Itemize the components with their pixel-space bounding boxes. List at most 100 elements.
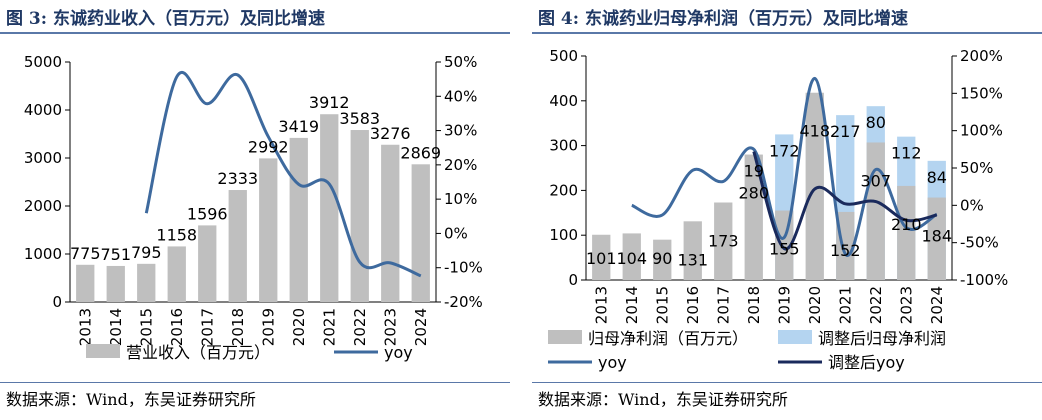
value-bar xyxy=(836,211,855,280)
x-tick-label: 2024 xyxy=(412,308,430,346)
bar-data-label: 1158 xyxy=(156,225,197,244)
right-y-tick-label: 10% xyxy=(444,190,477,208)
legend-label: 营业收入（百万元） xyxy=(126,343,270,362)
adjusted-bar-data-label: 217 xyxy=(830,122,861,141)
x-tick-label: 2018 xyxy=(745,286,763,324)
value-bar xyxy=(714,202,733,280)
right-profit-chart: 0 100 200 300 400 500 -100% -50% 0% 50% 100% 150% 20… xyxy=(548,47,1008,372)
x-tick-label: 2019 xyxy=(259,308,277,346)
left-figure-panel: 图 3: 东诚药业收入（百万元）及同比增速 0 1000 2000 3000 4000 5… xyxy=(0,0,510,420)
value-bar xyxy=(76,264,95,302)
bar-data-label: 2333 xyxy=(217,169,258,188)
left-y-tick-label: 0 xyxy=(568,271,578,289)
bar-data-label: 173 xyxy=(708,231,739,250)
x-tick-label: 2015 xyxy=(137,308,155,346)
right-y-tick-label: -50% xyxy=(960,234,999,252)
yoy-line xyxy=(144,71,422,278)
adjusted-yoy-line xyxy=(752,151,938,251)
value-bar xyxy=(320,114,339,302)
legend-swatch xyxy=(548,330,582,344)
left-y-tick-label: 5000 xyxy=(24,53,62,71)
right-y-tick-label: -100% xyxy=(960,271,1008,289)
bar-data-label: 101 xyxy=(586,249,617,268)
right-y-tick-label: 50% xyxy=(444,53,477,71)
right-figure-title: 图 4: 东诚药业归母净利润（百万元）及同比增速 xyxy=(538,9,908,29)
x-tick-label: 2020 xyxy=(806,286,824,324)
x-tick-label: 2017 xyxy=(198,308,216,346)
bar-data-label: 418 xyxy=(799,122,830,141)
right-bottom-rule xyxy=(532,382,1042,383)
value-bar xyxy=(228,190,247,302)
bar-data-label: 307 xyxy=(860,171,891,190)
bar-data-label: 152 xyxy=(830,241,861,260)
adjusted-bar-data-label: 84 xyxy=(927,168,947,187)
x-tick-label: 2022 xyxy=(867,286,885,324)
bar-data-label: 2869 xyxy=(400,143,441,162)
value-bar xyxy=(259,158,278,302)
left-title-rule xyxy=(0,32,510,34)
left-y-tick-label: 1000 xyxy=(24,245,62,263)
left-y-tick-label: 4000 xyxy=(24,101,62,119)
bar-data-label: 3912 xyxy=(309,93,350,112)
value-bar xyxy=(897,185,916,280)
x-tick-label: 2023 xyxy=(897,286,915,324)
x-tick-label: 2021 xyxy=(836,286,854,324)
value-bar xyxy=(744,154,763,280)
x-tick-label: 2022 xyxy=(351,308,369,346)
left-bottom-rule xyxy=(0,382,510,383)
x-tick-label: 2016 xyxy=(168,308,186,346)
x-tick-label: 2016 xyxy=(684,286,702,324)
left-y-tick-label: 400 xyxy=(549,92,578,110)
left-y-tick-label: 200 xyxy=(549,181,578,199)
left-revenue-chart: 0 1000 2000 3000 4000 5000 -20% -10% 0% 10% 20% 30%… xyxy=(24,53,483,362)
right-y-tick-label: 50% xyxy=(960,159,993,177)
left-figure-title: 图 3: 东诚药业收入（百万元）及同比增速 xyxy=(6,9,325,29)
legend-swatch xyxy=(778,330,812,344)
adjusted-bar-data-label: 19 xyxy=(744,162,764,181)
x-tick-label: 2014 xyxy=(107,308,125,346)
bar-data-label: 210 xyxy=(891,215,922,234)
right-y-tick-label: 0% xyxy=(960,196,984,214)
x-tick-label: 2014 xyxy=(623,286,641,324)
left-y-tick-label: 500 xyxy=(549,47,578,65)
bar-data-label: 3276 xyxy=(370,124,411,143)
value-bar xyxy=(106,265,125,302)
bar-data-label: 3419 xyxy=(278,117,319,136)
legend-label: yoy xyxy=(384,343,413,362)
value-bar xyxy=(592,234,611,280)
right-y-tick-label: 100% xyxy=(960,122,1003,140)
x-tick-label: 2015 xyxy=(653,286,671,324)
right-y-tick-label: 0% xyxy=(444,224,468,242)
legend-label: yoy xyxy=(598,353,627,372)
legend-label: 归母净利润（百万元） xyxy=(588,329,748,348)
right-y-tick-label: 200% xyxy=(960,47,1003,65)
right-y-tick-label: 40% xyxy=(444,87,477,105)
right-figure-panel: 图 4: 东诚药业归母净利润（百万元）及同比增速 0 100 200 300 400 50… xyxy=(532,0,1042,420)
value-bar xyxy=(622,233,641,280)
x-tick-label: 2013 xyxy=(76,308,94,346)
left-source-note: 数据来源：Wind，东吴证券研究所 xyxy=(6,390,256,409)
bar-data-label: 131 xyxy=(677,250,708,269)
left-y-tick-label: 2000 xyxy=(24,197,62,215)
x-tick-label: 2023 xyxy=(381,308,399,346)
x-tick-label: 2021 xyxy=(320,308,338,346)
value-bar xyxy=(137,263,156,302)
x-tick-label: 2017 xyxy=(714,286,732,324)
adjusted-bar-data-label: 112 xyxy=(891,144,922,163)
right-y-tick-label: 150% xyxy=(960,84,1003,102)
bar-data-label: 775 xyxy=(70,244,101,263)
yoy-line xyxy=(631,76,938,257)
value-bar xyxy=(381,144,400,302)
bar-data-label: 104 xyxy=(616,249,647,268)
right-y-tick-label: 20% xyxy=(444,156,477,174)
value-bar xyxy=(866,142,885,280)
bar-data-label: 2992 xyxy=(248,137,289,156)
bar-data-label: 1596 xyxy=(187,204,228,223)
adjusted-bar-data-label: 172 xyxy=(769,141,800,160)
x-tick-label: 2019 xyxy=(775,286,793,324)
bar-data-label: 751 xyxy=(100,245,131,264)
right-y-tick-label: 30% xyxy=(444,122,477,140)
left-y-tick-label: 0 xyxy=(52,293,62,311)
right-title-rule xyxy=(532,32,1042,34)
x-tick-label: 2024 xyxy=(928,286,946,324)
